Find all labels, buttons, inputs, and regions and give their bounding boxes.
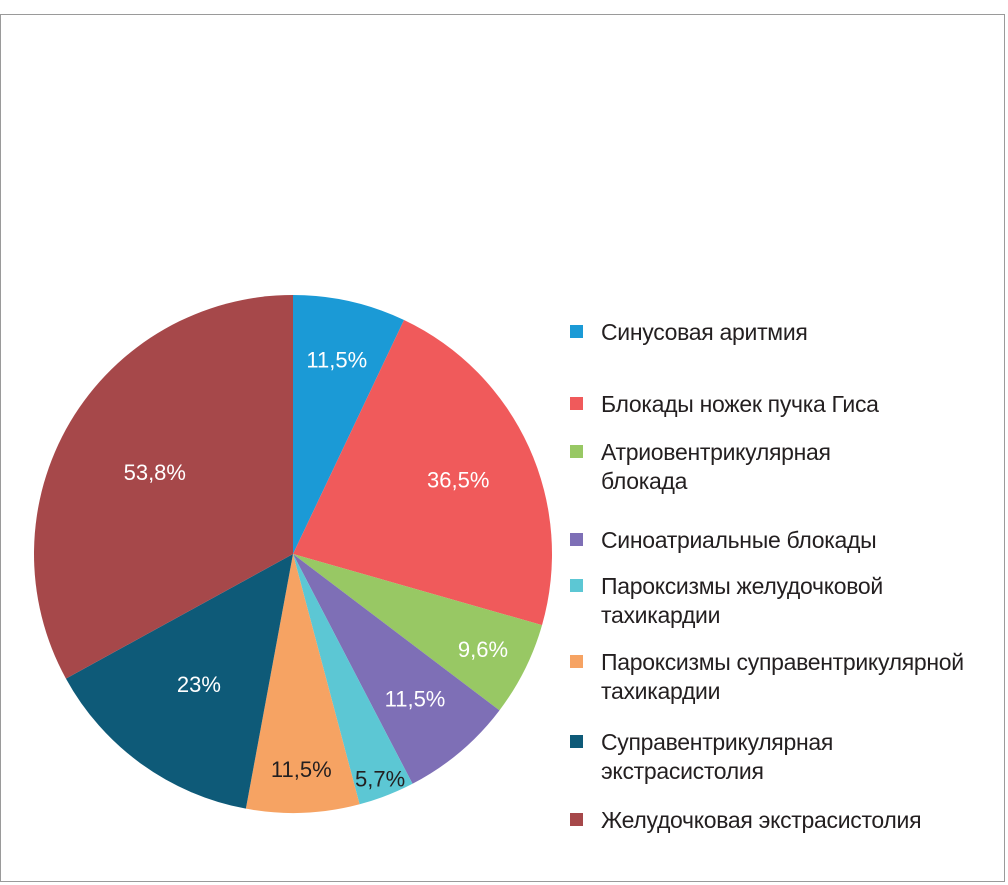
pie-slice-7 (65, 554, 294, 809)
pie-slice-8 (34, 295, 293, 679)
pie-slice-5 (293, 554, 413, 805)
pie-value-label-1: 11,5% (306, 347, 367, 372)
legend-label: Блокады ножек пучка Гиса (601, 391, 879, 417)
pie-slice-3 (293, 554, 543, 711)
legend-swatch (570, 655, 583, 668)
legend-item-5: Пароксизмы желудочковой тахикардии (570, 572, 1000, 630)
pie-slice-4 (293, 554, 500, 784)
legend-swatch (570, 813, 583, 826)
pie-value-label-8: 53,8% (124, 460, 186, 485)
pie-slices (34, 295, 552, 814)
legend-swatch (570, 579, 583, 592)
chart-frame (0, 14, 1005, 882)
legend-item-6: Пароксизмы суправентрикулярной тахикарди… (570, 648, 1000, 706)
pie-value-label-5: 5,7% (355, 767, 405, 792)
pie-value-labels: 11,5% 36,5% 9,6% 11,5% 5,7% 11,5% 23% 53,8% (124, 347, 508, 791)
legend-item-4: Синоатриальные блокады (570, 526, 1000, 555)
legend-label: Желудочковая экстрасистолия (601, 807, 922, 833)
legend-label: Пароксизмы суправентрикулярной тахикарди… (601, 649, 964, 704)
pie-value-label-7: 23% (177, 672, 221, 697)
legend-item-2: Блокады ножек пучка Гиса (570, 390, 1000, 419)
legend-swatch (570, 735, 583, 748)
legend-label: Атриовентрикулярная блокада (601, 439, 831, 494)
legend-swatch (570, 533, 583, 546)
legend-item-7: Суправентрикулярная экстрасистолия (570, 728, 1000, 786)
legend-item-3: Атриовентрикулярная блокада (570, 438, 1000, 496)
pie-value-label-2: 36,5% (427, 467, 489, 492)
pie-slice-6 (245, 554, 360, 814)
legend-swatch (570, 397, 583, 410)
legend-label: Синоатриальные блокады (601, 527, 877, 553)
legend-swatch (570, 325, 583, 338)
pie-slice-2 (293, 320, 552, 626)
legend-label: Пароксизмы желудочковой тахикардии (601, 573, 883, 628)
legend-swatch (570, 445, 583, 458)
pie-value-label-6: 11,5% (271, 757, 332, 782)
legend-label: Синусовая аритмия (601, 319, 808, 345)
pie-value-label-4: 11,5% (385, 687, 446, 712)
pie-value-label-3: 9,6% (458, 637, 508, 662)
pie-slice-1 (293, 295, 405, 554)
legend-item-8: Желудочковая экстрасистолия (570, 806, 1000, 835)
legend-label: Суправентрикулярная экстрасистолия (601, 729, 834, 784)
legend-item-1: Синусовая аритмия (570, 318, 1000, 347)
